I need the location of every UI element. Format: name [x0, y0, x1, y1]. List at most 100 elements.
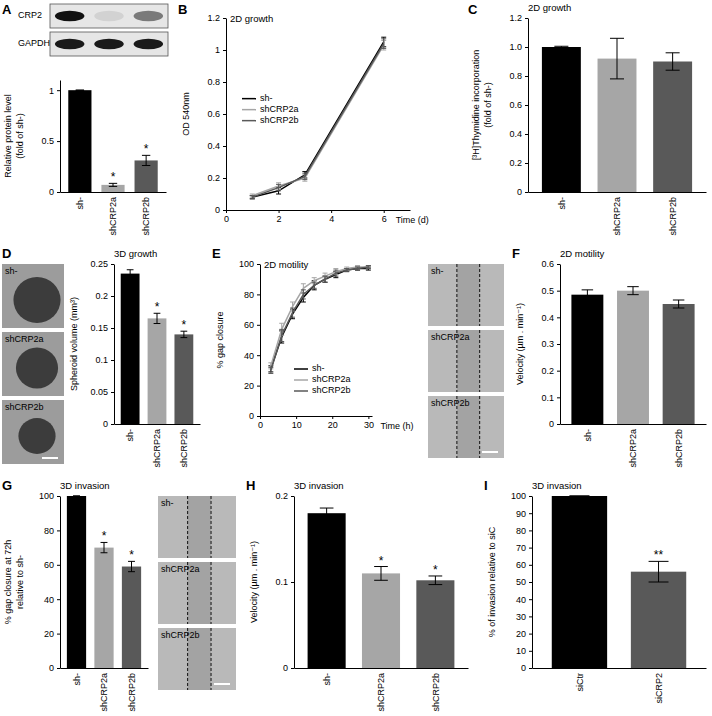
error-bar-cap — [250, 195, 255, 196]
plot-marks — [542, 38, 692, 192]
y-axis: 00.20.40.60.811.2 — [207, 13, 226, 215]
bar — [68, 90, 91, 192]
plot-marks — [308, 508, 455, 668]
y-axis: 020406080100 — [39, 491, 61, 673]
tick-mark — [529, 616, 532, 617]
error-bar-cap — [673, 300, 684, 301]
error-bar-cap — [154, 323, 161, 324]
tick: 0.6 — [207, 109, 226, 119]
significance: * — [129, 548, 134, 562]
panel-D: **00.050.10.150.20.25sh-shCRP2ashCRP2bSp… — [69, 248, 200, 468]
tick-mark — [529, 513, 532, 514]
tick-label: 0 — [258, 420, 263, 430]
tick-mark — [257, 294, 260, 295]
blot-band — [134, 11, 164, 22]
tick-mark — [111, 264, 114, 265]
x-axis: siCtrsiCRP2 — [533, 669, 707, 704]
tick: sh- — [72, 673, 82, 686]
tick-mark — [525, 76, 528, 77]
error-bar — [582, 290, 593, 300]
tick: 50 — [516, 577, 532, 587]
bar — [101, 185, 124, 192]
chart-title: 2D motility — [264, 259, 309, 270]
tick-label: 80 — [244, 290, 254, 300]
tick: 1 — [215, 45, 226, 55]
significance: * — [433, 563, 438, 577]
bar — [148, 318, 167, 424]
tick-mark — [529, 582, 532, 583]
error-bar-cap — [276, 190, 281, 191]
tick: 30 — [516, 612, 532, 622]
tick-label: 30 — [516, 612, 526, 622]
error-bar-cap — [312, 288, 317, 289]
tick-mark — [331, 210, 332, 213]
significance: * — [102, 529, 107, 543]
bar — [631, 572, 686, 668]
tick-label: sh- — [583, 429, 593, 442]
error-bar-cap — [142, 165, 150, 166]
tick-mark — [529, 565, 532, 566]
tick-label: 1 — [49, 86, 54, 96]
error-bar-cap — [627, 294, 638, 295]
tick: 0.05 — [90, 387, 114, 397]
error-bar-cap — [73, 496, 80, 497]
x-axis-line — [295, 668, 469, 669]
scale-bar — [214, 683, 230, 685]
tick: 0.1 — [95, 355, 114, 365]
tick-mark — [57, 496, 60, 497]
error-bar-stem — [587, 290, 588, 300]
error-bar-cap — [302, 173, 307, 174]
error-bar-stem — [304, 173, 305, 179]
error-bar — [268, 367, 273, 373]
error-bar-cap — [312, 277, 317, 278]
error-bar-stem — [672, 53, 673, 70]
image-label: shCRP2a — [5, 334, 44, 344]
tick-label: 0 — [49, 663, 54, 673]
y-axis-title: Spheroid volume (mm³) — [69, 297, 79, 391]
error-bar-stem — [157, 313, 158, 323]
error-bar-cap — [312, 289, 317, 290]
panel-H: **00.10.2sh-shCRP2ashCRP2bVelocity (µm .… — [249, 480, 468, 712]
error-bar — [381, 39, 386, 49]
error-bar-cap — [301, 298, 306, 299]
tick: 1.2 — [207, 13, 226, 23]
panel-letter: G — [2, 478, 12, 493]
error-bar-cap — [569, 496, 589, 497]
tick: 0 — [283, 663, 294, 673]
error-bar-cap — [127, 277, 134, 278]
bar — [416, 580, 454, 668]
spheroid — [16, 348, 58, 389]
error-bar-cap — [355, 270, 360, 271]
tick-mark — [111, 296, 114, 297]
tick-mark — [529, 530, 532, 531]
image-label: shCRP2a — [161, 564, 200, 574]
error-bar-cap — [301, 302, 306, 303]
y-axis-title: (fold of sh-) — [483, 82, 493, 128]
legend-swatch — [294, 390, 308, 392]
bar — [617, 291, 649, 424]
legend-swatch — [242, 109, 256, 111]
tick-mark — [257, 416, 260, 417]
tick-label: shCRP2b — [127, 673, 137, 712]
x-axis: 0102030 — [258, 416, 374, 430]
tick: shCRP2a — [628, 429, 638, 468]
chart-title: 2D growth — [528, 2, 571, 13]
error-bar-cap — [276, 182, 281, 183]
error-bar-stem — [633, 287, 634, 295]
tick-label: sh- — [125, 429, 135, 442]
error-bar — [312, 282, 317, 288]
tick-label: shCRP2b — [668, 197, 678, 236]
error-bar-cap — [268, 373, 273, 374]
tick-mark — [557, 424, 560, 425]
plot-marks — [67, 496, 141, 668]
x-axis-line — [115, 424, 201, 425]
image-label: shCRP2a — [431, 332, 470, 342]
bar — [663, 304, 695, 424]
tick: shCRP2a — [376, 673, 386, 712]
tick: 10 — [516, 646, 532, 656]
tick-label: shCRP2a — [108, 197, 118, 236]
tick-mark — [332, 416, 333, 419]
error-bar-cap — [320, 508, 334, 509]
tick: sh- — [557, 197, 567, 210]
tick-label: shCRP2b — [141, 197, 151, 236]
